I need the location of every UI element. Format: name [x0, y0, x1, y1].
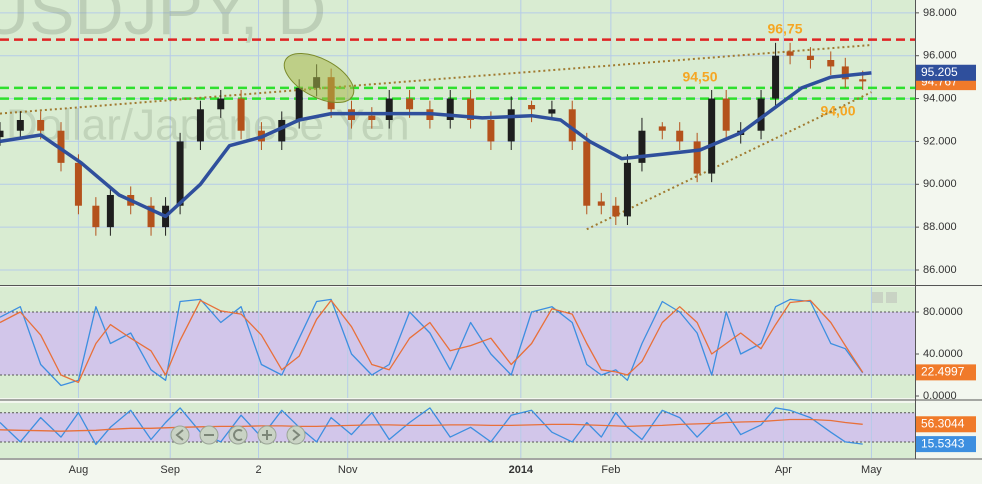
candle-body: [37, 120, 45, 131]
nav-left[interactable]: [170, 425, 190, 445]
x-tick-label: Sep: [160, 464, 180, 476]
candle-body: [583, 141, 591, 206]
candle-body: [106, 195, 114, 228]
candle-body: [217, 98, 225, 110]
candle-body: [176, 141, 184, 206]
x-tick-label: 2: [255, 464, 261, 476]
watermark-subtitle: Dollar/Japanese Yen: [6, 101, 410, 150]
panel-down[interactable]: [886, 292, 897, 303]
candle-body: [467, 98, 475, 120]
panel-background: [0, 0, 915, 285]
candle-body: [693, 141, 701, 174]
price-marker: [916, 436, 976, 453]
candle-body: [446, 98, 454, 120]
level-label: 94,00: [820, 102, 855, 118]
stochastic-panel: [0, 287, 915, 398]
candle-body: [623, 162, 631, 217]
candle-body: [487, 120, 495, 142]
candle-body: [507, 109, 515, 142]
price-marker: [916, 364, 976, 381]
candle-body: [528, 105, 536, 110]
candle-body: [196, 109, 204, 142]
candle-body: [368, 115, 376, 120]
y-tick-label: 98.000: [923, 7, 957, 19]
y-tick-label: 90.000: [923, 178, 957, 190]
candle-body: [612, 205, 620, 217]
x-tick-label: 2014: [509, 464, 534, 476]
candle-body: [237, 98, 245, 131]
candle-body: [827, 60, 835, 67]
y-tick-label: 0.0000: [923, 390, 957, 402]
candle-body: [806, 55, 814, 60]
watermark: USDJPY, D: [0, 0, 326, 49]
series-line: [0, 298, 864, 387]
candle-body: [74, 162, 82, 206]
series-line: [0, 299, 864, 384]
candle-body: [16, 120, 24, 131]
candle-body: [406, 98, 414, 110]
series-line: [0, 418, 863, 432]
series-line: [0, 407, 863, 446]
axes: 86.000 88.000 90.000 92.000 94.000 96.000 98.0…: [69, 7, 976, 476]
y-tick-label: 94.000: [923, 92, 957, 104]
y-tick-label: 86.000: [923, 264, 957, 276]
trend-line: [0, 44, 872, 115]
candle-body: [548, 109, 556, 114]
price-marker: [916, 416, 976, 433]
level-label: 94,50: [682, 69, 717, 85]
x-tick-label: Nov: [338, 464, 358, 476]
y-tick-label: 40.0000: [923, 348, 963, 360]
candle-body: [92, 205, 100, 228]
nav-icons: [175, 429, 301, 441]
candle-body: [295, 87, 303, 120]
candle-body: [859, 79, 867, 82]
candle-body: [0, 130, 4, 138]
candle-body: [841, 66, 849, 80]
price-marker-label: 95.205: [921, 65, 958, 79]
y-tick-label: 96.000: [923, 50, 957, 62]
y-tick-label: 92.000: [923, 135, 957, 147]
candle-body: [772, 55, 780, 99]
series-line: [0, 71, 872, 219]
price-marker-label: 56.3044: [921, 416, 965, 430]
candle-body: [638, 130, 646, 163]
y-tick-label: 88.000: [923, 221, 957, 233]
band: [0, 412, 915, 442]
nav-right[interactable]: [286, 425, 306, 445]
reset[interactable]: [228, 425, 248, 445]
nav-buttons: [170, 425, 306, 445]
price-marker-label: 15.5343: [921, 436, 965, 450]
price-panel: USDJPY, D Dollar/Japanese Yen 96,75 94,50 94…: [0, 0, 915, 285]
x-tick-label: May: [861, 464, 882, 476]
candle-body: [147, 205, 155, 228]
panel-arrows: [872, 292, 897, 303]
candle-body: [278, 120, 286, 142]
x-tick-label: Apr: [775, 464, 792, 476]
price-marker: [916, 64, 976, 81]
price-marker-label: 22.4997: [921, 365, 965, 379]
y-tick-label: 80.0000: [923, 306, 963, 318]
candle-body: [757, 98, 765, 131]
candle-body: [385, 98, 393, 120]
candle-body: [57, 130, 65, 163]
candle-body: [722, 98, 730, 131]
candle-body: [568, 109, 576, 142]
x-tick-label: Aug: [69, 464, 89, 476]
x-tick-label: Feb: [601, 464, 620, 476]
oscillator-panel: [0, 403, 915, 458]
band: [0, 311, 915, 376]
candle-body: [786, 51, 794, 56]
candle-body: [597, 201, 605, 206]
candle-body: [676, 130, 684, 142]
panel-up[interactable]: [872, 292, 883, 303]
candle-body: [658, 126, 666, 131]
candle-body: [708, 98, 716, 174]
highlight-ellipse: [283, 53, 355, 103]
level-label: 96,75: [767, 20, 802, 36]
